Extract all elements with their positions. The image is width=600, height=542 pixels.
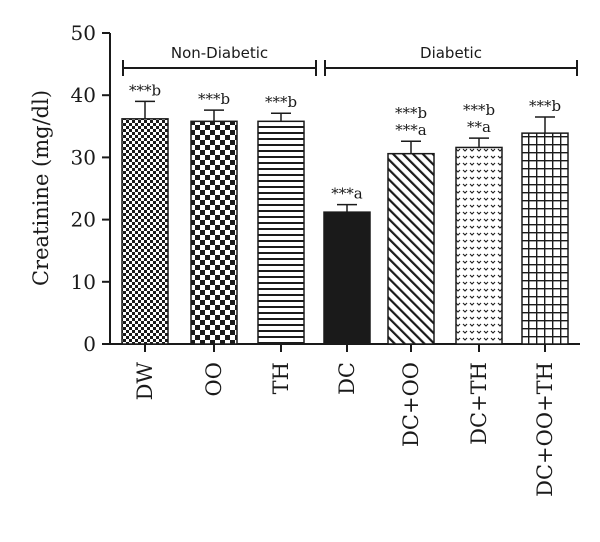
significance-label: ***b — [463, 101, 495, 119]
y-tick-label: 20 — [71, 208, 96, 232]
significance-label: ***b — [395, 104, 427, 122]
bar — [387, 152, 435, 345]
bar — [257, 120, 305, 345]
y-tick-label: 50 — [71, 21, 96, 45]
significance-label: ***a — [395, 121, 427, 139]
y-tick-label: 30 — [71, 145, 96, 169]
y-tick-label: 10 — [71, 270, 96, 294]
bar — [323, 211, 371, 345]
group-label: Diabetic — [420, 44, 482, 62]
significance-label: ***a — [331, 185, 363, 203]
bar — [121, 118, 169, 345]
x-tick-label: OO — [202, 362, 226, 396]
significance-label: ***b — [198, 90, 230, 108]
significance-label: ***b — [529, 97, 561, 115]
y-tick-label: 0 — [83, 332, 96, 356]
x-tick-label: DC — [335, 362, 359, 395]
group-label: Non-Diabetic — [171, 44, 268, 62]
bar — [521, 132, 569, 345]
x-tick-label: TH — [269, 362, 293, 394]
y-axis-title: Creatinine (mg/dl) — [29, 90, 53, 286]
significance-label: **a — [467, 118, 491, 136]
y-tick-label: 40 — [71, 83, 96, 107]
x-tick-label: DW — [133, 362, 157, 401]
x-tick-label: DC+TH — [467, 362, 491, 445]
x-tick-label: DC+OO+TH — [533, 362, 557, 497]
significance-label: ***b — [265, 93, 297, 111]
bar — [190, 120, 238, 345]
x-tick-label: DC+OO — [399, 362, 423, 447]
significance-label: ***b — [129, 81, 161, 99]
plot-area: 0 10 20 30 40 50 DW ***b OO ***b TH ***b DC ***a DC+OO… — [71, 21, 580, 497]
bar — [455, 146, 503, 345]
